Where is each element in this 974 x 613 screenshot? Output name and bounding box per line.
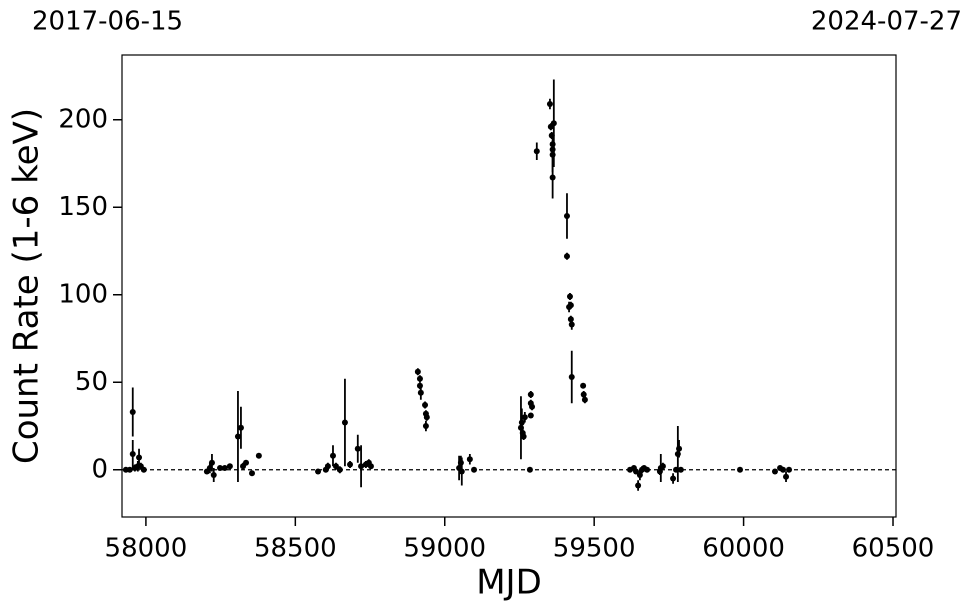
data-point [635, 482, 642, 489]
data-point [636, 472, 643, 478]
data-point [518, 419, 525, 426]
data-point [527, 391, 534, 398]
y-tick-label: 150 [58, 192, 108, 222]
data-point [226, 463, 233, 470]
data-point [129, 451, 136, 457]
data-point [676, 445, 683, 452]
x-tick-label: 60500 [852, 534, 935, 564]
x-tick-label: 59500 [553, 534, 636, 564]
data-point [217, 465, 224, 471]
data-point [566, 304, 573, 310]
data-point [255, 452, 262, 459]
end-date: 2024-07-27 [811, 7, 962, 37]
data-point [521, 414, 528, 421]
data-point [422, 402, 429, 408]
data-point [458, 468, 465, 475]
y-tick-label: 50 [75, 367, 108, 397]
data-point [358, 463, 365, 470]
data-point [580, 391, 587, 398]
data-point [243, 459, 250, 466]
data-point [416, 375, 423, 382]
x-tick-label: 58500 [254, 534, 337, 564]
data-point [670, 475, 677, 482]
y-tick-label: 100 [58, 279, 108, 309]
data-point [341, 419, 348, 426]
data-point [529, 403, 536, 410]
data-point [248, 470, 255, 477]
data-point [471, 466, 478, 473]
data-point [580, 382, 587, 389]
data-point [780, 466, 787, 473]
data-point [315, 468, 322, 475]
data-point [771, 468, 778, 475]
data-point [234, 433, 241, 440]
data-point [210, 472, 217, 478]
data-point [417, 389, 424, 396]
data-point [354, 445, 361, 452]
data-point [563, 213, 570, 219]
data-point [549, 174, 556, 181]
data-point [237, 424, 244, 431]
data-point [129, 409, 136, 415]
data-point [786, 466, 793, 473]
data-point [324, 463, 331, 470]
x-tick-label: 58000 [105, 534, 188, 564]
data-point [533, 148, 540, 155]
data-point [414, 368, 421, 375]
data-point [140, 466, 147, 473]
data-point [336, 466, 343, 473]
data-point [527, 412, 534, 419]
y-tick-label: 200 [58, 104, 108, 134]
data-point [332, 463, 339, 470]
data-point [423, 414, 430, 421]
data-point [563, 253, 570, 260]
data-point [347, 461, 354, 468]
data-point [644, 466, 651, 473]
y-tick-label: 0 [91, 454, 108, 484]
data-point [136, 454, 143, 461]
data-point [581, 396, 588, 403]
data-point [550, 120, 557, 127]
data-point [737, 466, 744, 473]
x-axis-label: MJD [476, 563, 542, 603]
data-point [520, 433, 527, 440]
data-point [546, 101, 553, 107]
data-point [329, 452, 336, 459]
data-point [422, 423, 429, 429]
data-point [526, 466, 533, 473]
data-point [674, 451, 681, 457]
data-point [677, 466, 684, 473]
data-point [208, 459, 215, 466]
y-axis-label: Count Rate (1-6 keV) [7, 108, 47, 464]
start-date: 2017-06-15 [32, 7, 183, 37]
data-point [633, 468, 640, 475]
data-point [659, 463, 666, 470]
data-point [367, 463, 374, 470]
data-point [126, 466, 133, 473]
plot-frame [121, 54, 897, 518]
data-point [221, 465, 228, 471]
data-point [568, 321, 575, 328]
x-tick-label: 59000 [403, 534, 486, 564]
data-point [568, 374, 575, 380]
data-point [566, 293, 573, 300]
x-tick-label: 60000 [702, 534, 785, 564]
data-point [783, 473, 790, 480]
data-point [466, 456, 473, 463]
